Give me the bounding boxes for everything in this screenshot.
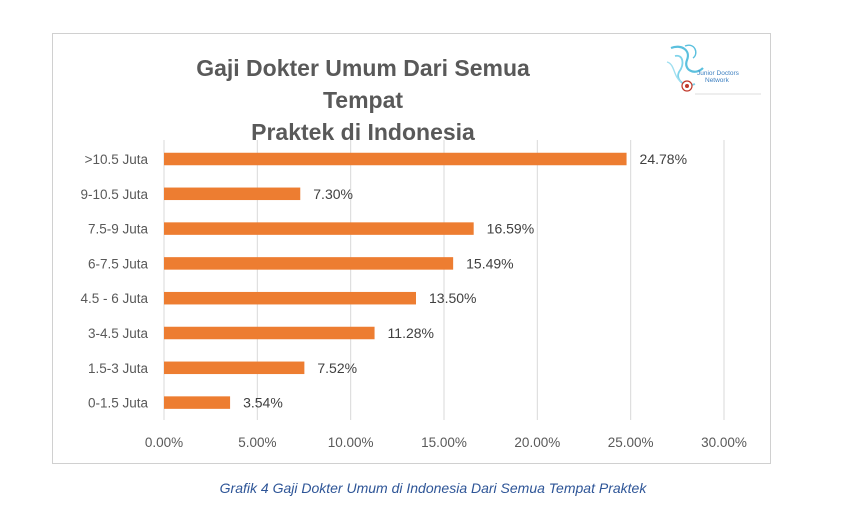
data-label: 7.52% — [317, 360, 357, 376]
bar — [164, 222, 474, 235]
x-tick-label: 15.00% — [421, 435, 467, 450]
logo-graphic — [666, 44, 761, 95]
logo-text: Junior Doctors Network — [697, 70, 757, 84]
x-tick-label: 10.00% — [328, 435, 374, 450]
logo-text-line-2: Network — [705, 77, 729, 84]
logo-text-line-1: Junior Doctors — [697, 70, 739, 77]
data-label: 7.30% — [313, 186, 353, 202]
chart-frame: Gaji Dokter Umum Dari Semua Tempat Prakt… — [52, 33, 771, 464]
category-label: 0-1.5 Juta — [88, 396, 149, 411]
category-label: 9-10.5 Juta — [80, 187, 148, 202]
category-label: 6-7.5 Juta — [88, 256, 149, 271]
category-label: >10.5 Juta — [85, 152, 149, 167]
bar-plot: 0.00% 5.00% 10.00% 15.00% 20.00% 25.00% 30.00%… — [80, 140, 747, 450]
bar — [164, 326, 375, 340]
data-label: 16.59% — [487, 221, 534, 237]
bar — [164, 187, 301, 201]
chart-title: Gaji Dokter Umum Dari Semua Tempat Prakt… — [153, 52, 573, 148]
category-label: 3-4.5 Juta — [88, 326, 149, 341]
x-tick-label: 30.00% — [701, 435, 747, 450]
bar — [164, 361, 305, 375]
category-label: 1.5-3 Juta — [88, 361, 149, 376]
category-label: 4.5 - 6 Juta — [80, 291, 148, 306]
chart-title-line-1: Gaji Dokter Umum Dari Semua Tempat — [196, 55, 530, 113]
data-label: 11.28% — [388, 325, 434, 341]
x-tick-label: 5.00% — [238, 435, 276, 450]
data-label: 15.49% — [466, 255, 513, 271]
x-tick-label: 0.00% — [145, 435, 183, 450]
junior-doctors-network-logo: Junior Doctors Network — [665, 42, 765, 100]
category-label: 7.5-9 Juta — [88, 222, 149, 237]
bar — [164, 152, 627, 166]
bar — [164, 257, 454, 270]
x-tick-label: 25.00% — [608, 435, 654, 450]
figure-caption: Grafik 4 Gaji Dokter Umum di Indonesia D… — [219, 480, 647, 496]
x-tick-label: 20.00% — [514, 435, 560, 450]
data-label: 24.78% — [640, 151, 687, 167]
bar — [164, 396, 231, 409]
data-label: 13.50% — [429, 290, 476, 306]
chart-title-line-2: Praktek di Indonesia — [251, 119, 475, 145]
data-label: 3.54% — [243, 395, 283, 411]
bar — [164, 291, 416, 305]
